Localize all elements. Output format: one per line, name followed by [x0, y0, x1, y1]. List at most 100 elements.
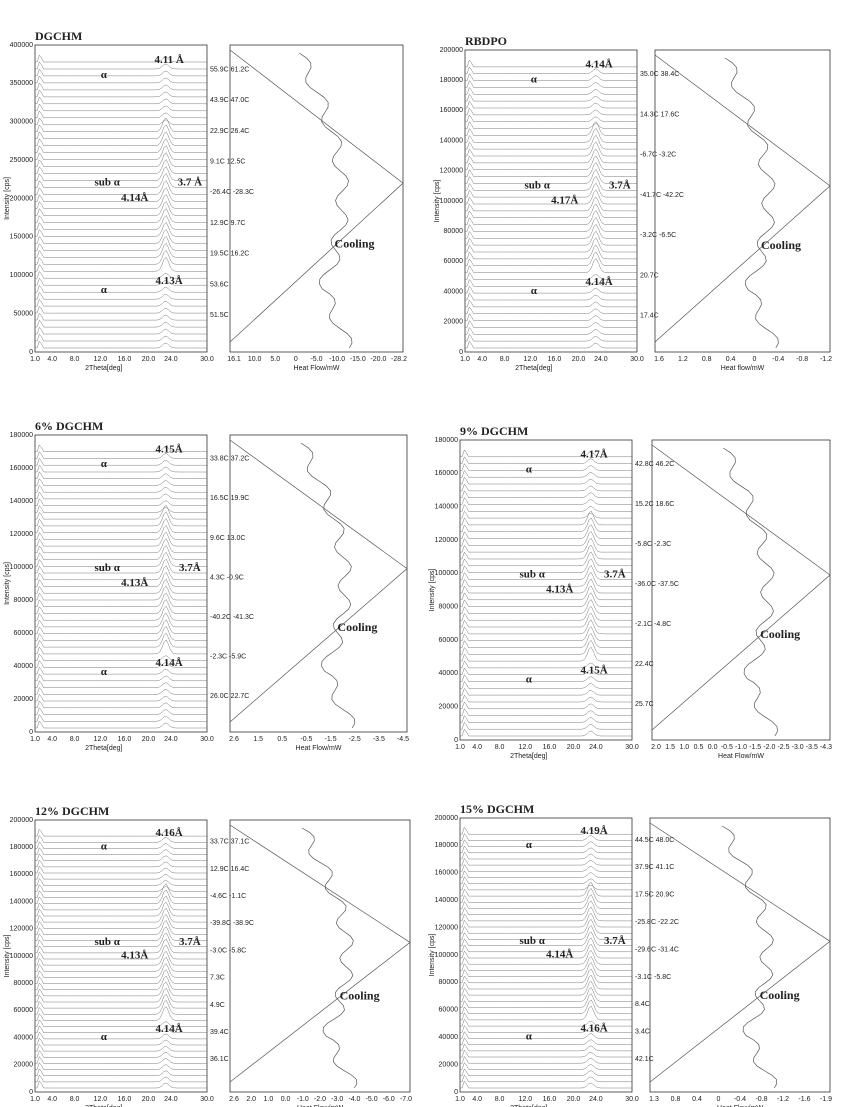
peak-annotation: 4.15Å: [156, 443, 183, 455]
xrd-curve: [459, 845, 632, 853]
xrd-curve: [34, 1074, 207, 1083]
xrd-curve: [464, 203, 637, 218]
xrd-curve: [34, 484, 207, 493]
heat-flow-tick-label: 1.5: [665, 744, 675, 751]
xrd-curve: [35, 326, 207, 335]
temperature-label: 39.4C: [210, 1029, 229, 1036]
panel-title: DGCHM: [35, 29, 82, 43]
xrd-curve: [464, 272, 637, 280]
xrd-curve: [459, 619, 632, 635]
xrd-curve: [34, 714, 207, 722]
peak-annotation: α: [531, 285, 538, 297]
xrd-curve: [34, 451, 207, 459]
y-tick-label: 160000: [10, 465, 33, 472]
y-tick-label: 180000: [440, 77, 463, 84]
xrd-curve: [34, 61, 207, 70]
xrd-curve: [459, 839, 632, 847]
xrd-curve: [34, 504, 207, 520]
heat-flow-tick-label: -4.0: [348, 1096, 360, 1103]
temperature-label: 14.3C 17.6C: [640, 111, 679, 118]
x-tick-label: 24.0: [589, 744, 603, 751]
temperature-label: 51.5C: [210, 312, 229, 319]
heat-flow-tick-label: -20.0: [370, 356, 386, 363]
xrd-curve: [34, 505, 207, 513]
xrd-curve: [459, 1037, 632, 1045]
y-tick-label: 160000: [435, 870, 458, 877]
heat-flow-label: Heat flow/mW: [721, 365, 765, 372]
temperature-label: 9.6C 13.0C: [210, 535, 245, 542]
xrd-curve: [459, 1068, 632, 1076]
x-tick-label: 4.0: [47, 356, 57, 363]
panel: 9% DGCHM 0 20000 40000 60000 80000 100000 12000…: [429, 424, 832, 760]
temperature-label: -40.2C -41.3C: [210, 614, 254, 621]
peak-annotation: 3.7 Å: [178, 177, 203, 189]
heat-flow-line: [301, 827, 358, 1089]
x-tick-label: 1.0: [455, 1096, 465, 1103]
xrd-curve: [35, 828, 207, 837]
temperature-label: -39.8C -38.9C: [210, 920, 254, 927]
temperature-label: -3.1C -5.8C: [635, 974, 671, 981]
peak-annotation: α: [526, 464, 533, 476]
xrd-curve: [459, 490, 632, 498]
heat-flow-tick-label: 0.5: [277, 736, 287, 743]
xrd-curve: [460, 612, 632, 628]
xrd-curve: [464, 169, 637, 184]
xrd-curve: [34, 340, 207, 349]
xrd-curve: [464, 141, 637, 157]
x-tick-label: 8.0: [70, 1096, 80, 1103]
y-tick-label: 140000: [10, 498, 33, 505]
xrd-curve: [34, 673, 207, 681]
heat-flow-line: [723, 447, 778, 737]
xrd-curve: [459, 721, 632, 730]
xrd-curve: [35, 545, 207, 560]
xrd-curve: [459, 894, 632, 909]
peak-annotation: 3.7Å: [604, 569, 626, 581]
y-tick-label: 100000: [10, 564, 33, 571]
xrd-curve: [459, 851, 632, 860]
xrd-curve: [35, 145, 207, 160]
xrd-curve: [464, 251, 637, 266]
xrd-curve: [34, 895, 207, 911]
xrd-curve: [35, 693, 207, 702]
temperature-line: [229, 439, 408, 723]
y-tick-label: 180000: [10, 432, 33, 439]
xrd-curve: [464, 162, 637, 177]
y-tick-label: 300000: [10, 119, 33, 126]
xrd-curve: [35, 117, 207, 132]
x-axis-label: 2Theta[deg]: [510, 753, 547, 760]
xrd-curve: [34, 981, 207, 997]
xrd-curve: [459, 1074, 632, 1082]
y-tick-label: 20000: [14, 1062, 34, 1069]
x-tick-label: 1.0: [30, 1096, 40, 1103]
xrd-curve: [34, 865, 207, 874]
heat-flow-tick-label: -0.4: [734, 1096, 746, 1103]
xrd-curve: [464, 87, 637, 95]
heat-flow-tick-label: -0.4: [772, 356, 784, 363]
xrd-curve: [464, 121, 637, 129]
x-tick-label: 30.0: [200, 356, 214, 363]
xrd-curve: [34, 243, 207, 258]
heat-flow-tick-label: -3.5: [806, 744, 818, 751]
dsc-frame: [651, 439, 831, 741]
heat-flow-tick-label: -5.0: [310, 356, 322, 363]
heat-flow-tick-label: -6.0: [383, 1096, 395, 1103]
xrd-curve: [459, 974, 632, 990]
heat-flow-tick-label: -4.5: [397, 736, 409, 743]
x-tick-label: 30.0: [625, 744, 639, 751]
xrd-curve: [34, 1019, 207, 1027]
xrd-curve: [34, 707, 207, 715]
xrd-curve: [34, 920, 207, 935]
heat-flow-label: Heat Flow/mW: [718, 753, 764, 760]
xrd-curve: [34, 963, 207, 978]
x-tick-label: 4.0: [47, 736, 57, 743]
y-tick-label: 100000: [435, 952, 458, 959]
dsc-frame: [654, 49, 831, 353]
xrd-curve: [460, 857, 632, 866]
xrd-curve: [459, 646, 632, 662]
xrd-curve: [459, 968, 632, 983]
xrd-curve: [34, 558, 207, 574]
y-axis-label: Intensity [cps]: [4, 562, 11, 605]
xrd-curve: [459, 585, 632, 600]
x-tick-label: 24.0: [589, 1096, 603, 1103]
